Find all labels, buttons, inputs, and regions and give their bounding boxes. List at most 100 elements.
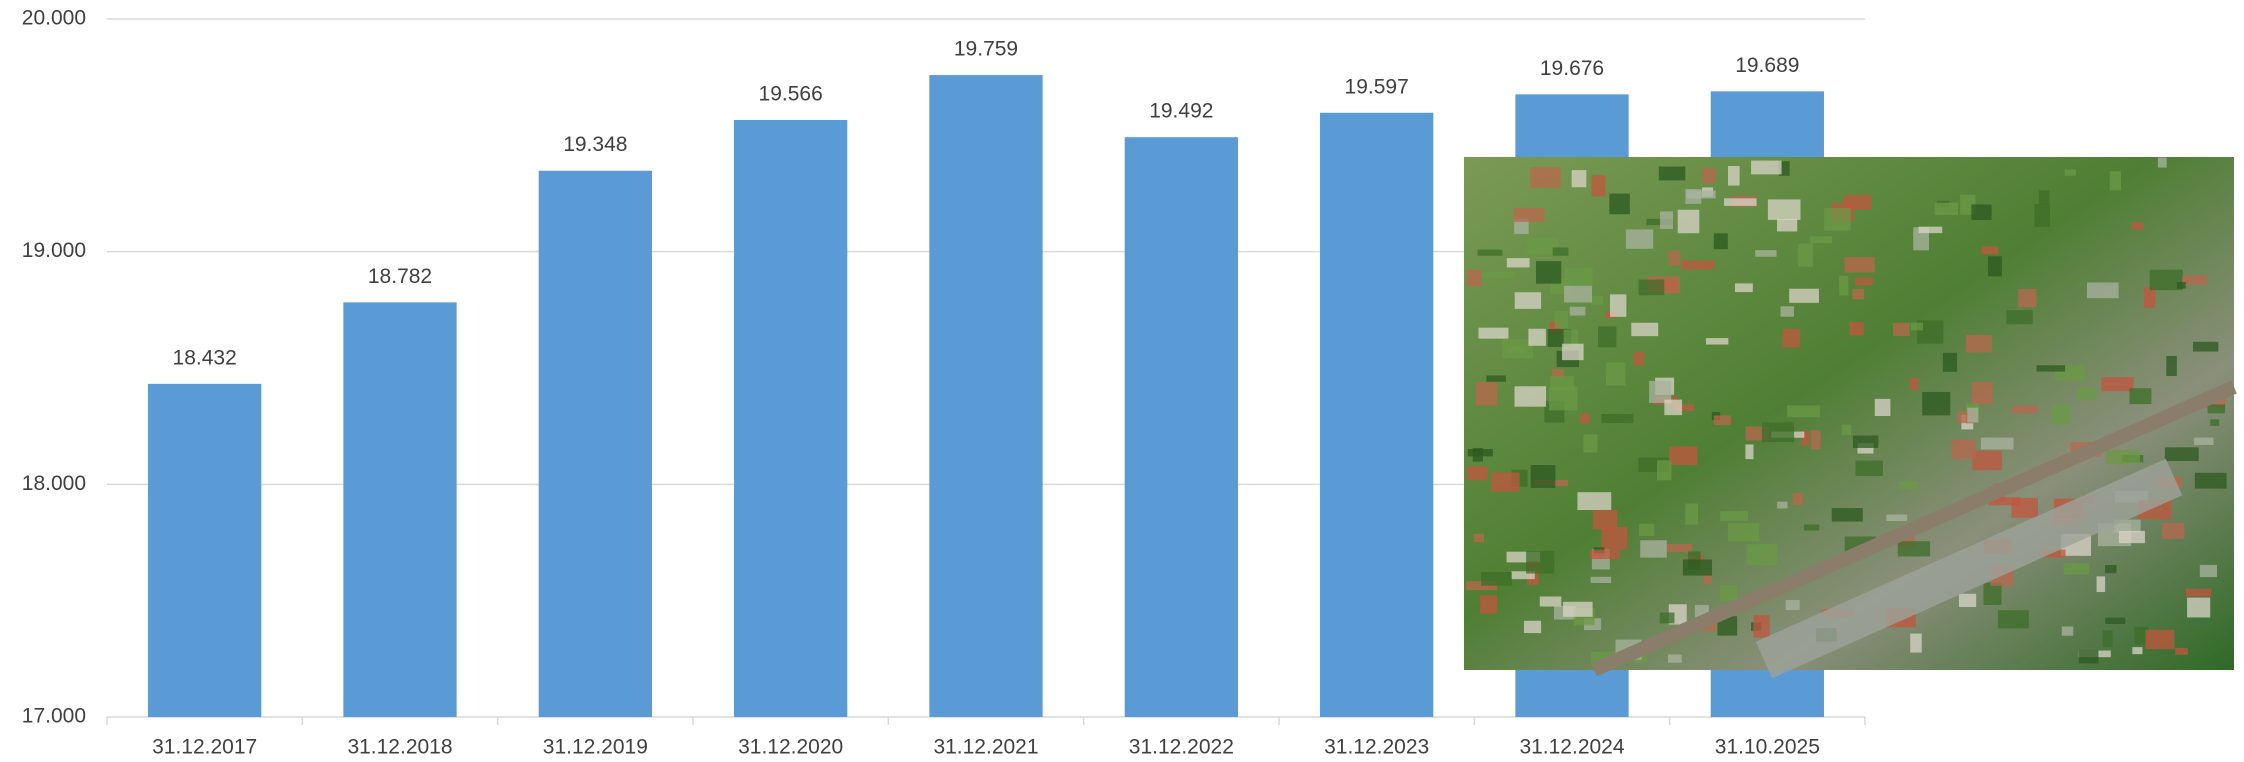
- photo-detail: [1983, 582, 2002, 605]
- data-label: 19.759: [954, 38, 1018, 61]
- photo-detail: [1511, 571, 1535, 580]
- photo-detail: [2038, 190, 2050, 205]
- photo-detail: [2113, 519, 2141, 533]
- photo-detail: [1610, 294, 1627, 317]
- photo-detail: [1554, 311, 1569, 329]
- photo-detail: [1466, 466, 1488, 481]
- photo-detail: [1844, 257, 1875, 273]
- photo-detail: [1898, 481, 1918, 490]
- photo-detail: [1591, 380, 2237, 677]
- photo-detail: [1703, 572, 1712, 585]
- photo-detail: [1734, 283, 1753, 293]
- x-tick-label: 31.10.2025: [1715, 736, 1820, 759]
- y-tick-label: 19.000: [22, 239, 86, 262]
- photo-detail: [1988, 497, 2021, 506]
- photo-detail: [2034, 203, 2051, 228]
- photo-detail: [2011, 405, 2038, 414]
- photo-detail: [1801, 430, 1811, 446]
- photo-detail: [1598, 326, 1617, 348]
- photo-detail: [1755, 458, 2183, 679]
- photo-detail: [1727, 166, 1740, 186]
- photo-detail: [1564, 285, 1593, 303]
- photo-detail: [2086, 282, 2119, 299]
- photo-detail: [2118, 530, 2145, 544]
- photo-detail: [1486, 375, 1506, 382]
- photo-detail: [1633, 351, 1645, 366]
- photo-detail: [1789, 288, 1819, 303]
- photo-detail: [1590, 295, 1604, 305]
- photo-detail: [2101, 377, 2134, 392]
- photo-detail: [2131, 222, 2144, 230]
- photo-detail: [1831, 508, 1863, 522]
- photo-detail: [2078, 650, 2099, 664]
- photo-detail: [1564, 267, 1593, 286]
- photo-detail: [1761, 422, 1795, 443]
- bar: [148, 383, 262, 717]
- photo-detail: [1777, 501, 1788, 509]
- photo-detail: [1981, 246, 1999, 255]
- photo-detail: [1797, 243, 1813, 267]
- photo-detail: [1713, 233, 1728, 250]
- photo-detail: [1897, 541, 1931, 557]
- bar: [343, 302, 457, 717]
- photo-detail: [2162, 522, 2185, 539]
- y-tick-label: 17.000: [22, 705, 86, 728]
- photo-detail: [1552, 247, 1569, 256]
- photo-detail: [1605, 362, 1626, 386]
- photo-detail: [1922, 391, 1951, 416]
- photo-detail: [1942, 352, 1958, 372]
- photo-detail: [1810, 236, 1833, 244]
- photo-detail: [1810, 430, 1821, 450]
- photo-detail: [1523, 620, 1542, 634]
- photo-detail: [2096, 576, 2106, 593]
- photo-detail: [2187, 597, 2211, 618]
- photo-detail: [1958, 593, 1977, 608]
- photo-detail: [1780, 306, 1794, 317]
- photo-detail: [1668, 250, 1681, 266]
- photo-detail: [1664, 543, 1693, 553]
- photo-detail: [1972, 450, 2003, 471]
- photo-detail: [1601, 526, 1628, 550]
- photo-detail: [1552, 369, 1564, 378]
- photo-detail: [1787, 405, 1820, 418]
- photo-detail: [1590, 549, 1620, 560]
- photo-detail: [1590, 576, 1612, 583]
- photo-detail: [1852, 289, 1865, 300]
- photo-detail: [1638, 279, 1665, 296]
- x-tick-label: 31.12.2022: [1129, 736, 1234, 759]
- photo-detail: [1514, 386, 1547, 407]
- photo-detail: [1528, 328, 1546, 346]
- photo-detail: [1562, 343, 1584, 361]
- photo-detail: [1854, 277, 1873, 286]
- photo-detail: [1549, 386, 1578, 411]
- photo-detail: [1631, 322, 1659, 337]
- bar: [734, 119, 848, 717]
- photo-detail: [2038, 549, 2066, 558]
- photo-detail: [1677, 209, 1700, 234]
- photo-detail: [1967, 407, 1979, 423]
- photo-detail: [1592, 509, 1618, 530]
- photo-detail: [1526, 550, 1555, 574]
- photo-detail: [1682, 559, 1713, 576]
- photo-detail: [1657, 460, 1672, 481]
- photo-detail: [1720, 511, 1749, 521]
- photo-detail: [2105, 565, 2117, 574]
- photo-detail: [1720, 585, 1738, 602]
- photo-detail: [1988, 256, 2002, 277]
- photo-detail: [1638, 523, 1655, 537]
- photo-detail: [1803, 524, 1820, 531]
- photo-detail: [2149, 269, 2183, 291]
- photo-detail: [1590, 651, 1617, 663]
- data-label: 19.566: [759, 83, 823, 106]
- photo-detail: [2166, 355, 2177, 376]
- photo-detail: [1792, 493, 1803, 505]
- photo-detail: [1980, 437, 2014, 450]
- photo-detail: [1514, 292, 1542, 309]
- photo-detail: [1782, 328, 1801, 348]
- data-label: 19.597: [1345, 75, 1409, 98]
- photo-detail: [1649, 380, 1672, 403]
- photo-detail: [1874, 398, 1891, 417]
- photo-detail: [2194, 472, 2227, 489]
- photo-detail: [1724, 198, 1757, 206]
- photo-detail: [1530, 167, 1561, 188]
